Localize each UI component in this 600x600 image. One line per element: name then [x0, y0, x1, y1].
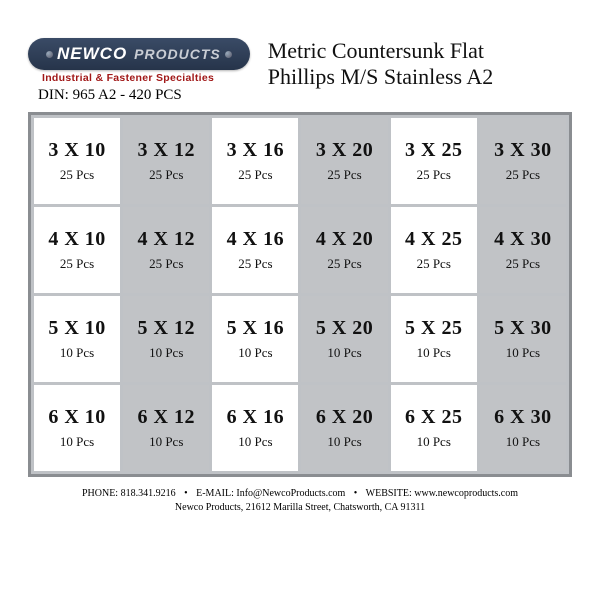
cell-qty: 10 Pcs	[327, 345, 361, 361]
size-cell: 3 X 20 25 Pcs	[301, 118, 387, 204]
cell-qty: 25 Pcs	[60, 167, 94, 183]
size-grid: 3 X 1025 Pcs3 X 1225 Pcs3 X 1625 Pcs3 X …	[34, 118, 566, 471]
cell-qty: 25 Pcs	[327, 167, 361, 183]
cell-qty: 10 Pcs	[417, 434, 451, 450]
size-cell: 6 X 30 10 Pcs	[480, 385, 566, 471]
cell-qty: 10 Pcs	[417, 345, 451, 361]
cell-size: 3 X 25	[405, 139, 462, 162]
cell-qty: 25 Pcs	[238, 167, 272, 183]
title-line-2: Phillips M/S Stainless A2	[268, 64, 494, 89]
size-cell: 3 X 10 25 Pcs	[34, 118, 120, 204]
footer-website-label: WEBSITE:	[366, 488, 412, 499]
size-cell: 4 X 25 25 Pcs	[391, 207, 477, 293]
cell-qty: 10 Pcs	[149, 345, 183, 361]
cell-size: 5 X 20	[316, 317, 373, 340]
size-cell: 4 X 10 25 Pcs	[34, 207, 120, 293]
rivet-icon	[46, 51, 53, 58]
cell-size: 3 X 30	[494, 139, 551, 162]
cell-size: 5 X 30	[494, 317, 551, 340]
cell-size: 4 X 10	[48, 228, 105, 251]
size-cell: 3 X 30 25 Pcs	[480, 118, 566, 204]
size-cell: 5 X 12 10 Pcs	[123, 296, 209, 382]
cell-size: 5 X 10	[48, 317, 105, 340]
size-cell: 4 X 12 25 Pcs	[123, 207, 209, 293]
cell-size: 5 X 16	[227, 317, 284, 340]
cell-qty: 25 Pcs	[417, 167, 451, 183]
footer-phone: 818.341.9216	[121, 488, 176, 499]
size-cell: 3 X 12 25 Pcs	[123, 118, 209, 204]
cell-qty: 25 Pcs	[327, 256, 361, 272]
rivet-icon	[225, 51, 232, 58]
footer-phone-label: PHONE:	[82, 488, 118, 499]
cell-size: 6 X 25	[405, 406, 462, 429]
size-cell: 6 X 20 10 Pcs	[301, 385, 387, 471]
cell-size: 5 X 12	[138, 317, 195, 340]
size-cell: 6 X 12 10 Pcs	[123, 385, 209, 471]
footer: PHONE: 818.341.9216 • E-MAIL: Info@Newco…	[28, 487, 572, 514]
logo-block: NEWCO PRODUCTS Industrial & Fastener Spe…	[28, 38, 250, 104]
bullet-icon: •	[354, 488, 358, 499]
page-title: Metric Countersunk Flat Phillips M/S Sta…	[268, 38, 572, 91]
cell-qty: 25 Pcs	[506, 256, 540, 272]
size-cell: 5 X 30 10 Pcs	[480, 296, 566, 382]
size-cell: 5 X 16 10 Pcs	[212, 296, 298, 382]
cell-qty: 25 Pcs	[149, 167, 183, 183]
size-cell: 5 X 10 10 Pcs	[34, 296, 120, 382]
size-cell: 6 X 10 10 Pcs	[34, 385, 120, 471]
cell-size: 6 X 16	[227, 406, 284, 429]
din-spec: DIN: 965 A2 - 420 PCS	[38, 87, 182, 104]
cell-qty: 25 Pcs	[60, 256, 94, 272]
cell-size: 4 X 20	[316, 228, 373, 251]
footer-email: Info@NewcoProducts.com	[236, 488, 345, 499]
footer-address: Newco Products, 21612 Marilla Street, Ch…	[175, 502, 425, 513]
cell-size: 4 X 16	[227, 228, 284, 251]
cell-size: 5 X 25	[405, 317, 462, 340]
cell-size: 4 X 30	[494, 228, 551, 251]
cell-qty: 25 Pcs	[417, 256, 451, 272]
cell-size: 6 X 12	[138, 406, 195, 429]
title-line-1: Metric Countersunk Flat	[268, 38, 484, 63]
size-cell: 5 X 20 10 Pcs	[301, 296, 387, 382]
cell-qty: 10 Pcs	[327, 434, 361, 450]
cell-size: 4 X 25	[405, 228, 462, 251]
cell-qty: 10 Pcs	[506, 434, 540, 450]
cell-size: 4 X 12	[138, 228, 195, 251]
size-cell: 4 X 16 25 Pcs	[212, 207, 298, 293]
logo-brand-second: PRODUCTS	[134, 46, 221, 62]
size-cell: 6 X 16 10 Pcs	[212, 385, 298, 471]
cell-qty: 25 Pcs	[238, 256, 272, 272]
logo-brand-first: NEWCO	[57, 44, 127, 64]
cell-size: 3 X 20	[316, 139, 373, 162]
cell-qty: 10 Pcs	[60, 345, 94, 361]
cell-size: 6 X 30	[494, 406, 551, 429]
logo-pill: NEWCO PRODUCTS	[28, 38, 250, 70]
cell-qty: 10 Pcs	[238, 434, 272, 450]
size-cell: 5 X 25 10 Pcs	[391, 296, 477, 382]
cell-size: 3 X 16	[227, 139, 284, 162]
logo-tagline: Industrial & Fastener Specialties	[42, 72, 214, 84]
header: NEWCO PRODUCTS Industrial & Fastener Spe…	[28, 38, 572, 104]
cell-qty: 25 Pcs	[149, 256, 183, 272]
size-cell: 3 X 16 25 Pcs	[212, 118, 298, 204]
cell-qty: 10 Pcs	[238, 345, 272, 361]
footer-website: www.newcoproducts.com	[414, 488, 518, 499]
size-cell: 4 X 30 25 Pcs	[480, 207, 566, 293]
size-table: 3 X 1025 Pcs3 X 1225 Pcs3 X 1625 Pcs3 X …	[28, 112, 572, 477]
cell-qty: 10 Pcs	[60, 434, 94, 450]
bullet-icon: •	[184, 488, 188, 499]
product-sheet: NEWCO PRODUCTS Industrial & Fastener Spe…	[0, 0, 600, 600]
cell-qty: 10 Pcs	[506, 345, 540, 361]
cell-qty: 25 Pcs	[506, 167, 540, 183]
cell-qty: 10 Pcs	[149, 434, 183, 450]
footer-email-label: E-MAIL:	[196, 488, 234, 499]
cell-size: 6 X 10	[48, 406, 105, 429]
size-cell: 6 X 25 10 Pcs	[391, 385, 477, 471]
size-cell: 4 X 20 25 Pcs	[301, 207, 387, 293]
cell-size: 3 X 10	[48, 139, 105, 162]
size-cell: 3 X 25 25 Pcs	[391, 118, 477, 204]
cell-size: 3 X 12	[138, 139, 195, 162]
cell-size: 6 X 20	[316, 406, 373, 429]
